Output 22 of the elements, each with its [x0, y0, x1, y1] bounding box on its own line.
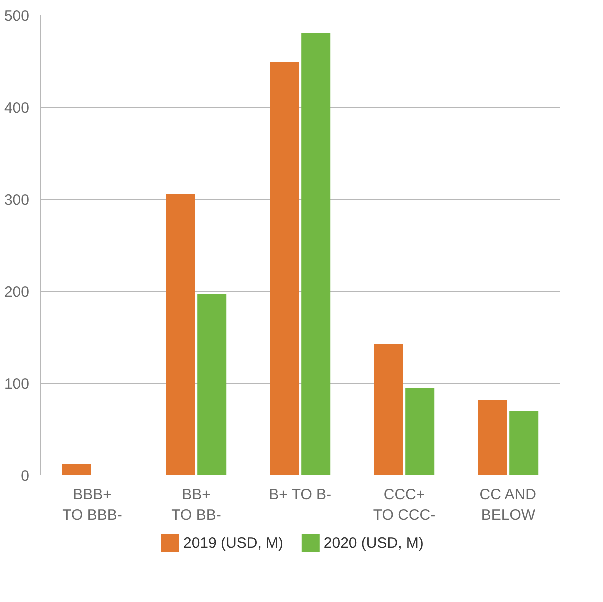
bar: [198, 294, 227, 476]
bar: [302, 32, 331, 476]
bar: [406, 388, 435, 476]
bar: [478, 400, 508, 476]
x-tick-label: BB+ TO BB-: [172, 486, 222, 524]
bar: [374, 344, 404, 476]
y-tick-label: 500: [4, 8, 30, 25]
x-tick-label: B+ TO B-: [269, 486, 332, 504]
bar: [62, 464, 92, 476]
bar: [270, 62, 300, 476]
x-tick-label: CC AND BELOW: [480, 486, 537, 524]
y-tick-label: 0: [21, 468, 30, 485]
legend-label: 2019 (USD, M): [184, 535, 284, 552]
y-tick-label: 300: [4, 192, 30, 209]
y-tick-label: 200: [4, 284, 30, 301]
bar: [510, 411, 539, 476]
legend-label: 2020 (USD, M): [324, 535, 424, 552]
bar: [166, 194, 196, 476]
x-tick-label: CCC+ TO CCC-: [373, 486, 436, 524]
y-tick-label: 100: [4, 376, 30, 393]
y-tick-label: 400: [4, 100, 30, 117]
x-tick-label: BBB+ TO BBB-: [62, 486, 122, 524]
